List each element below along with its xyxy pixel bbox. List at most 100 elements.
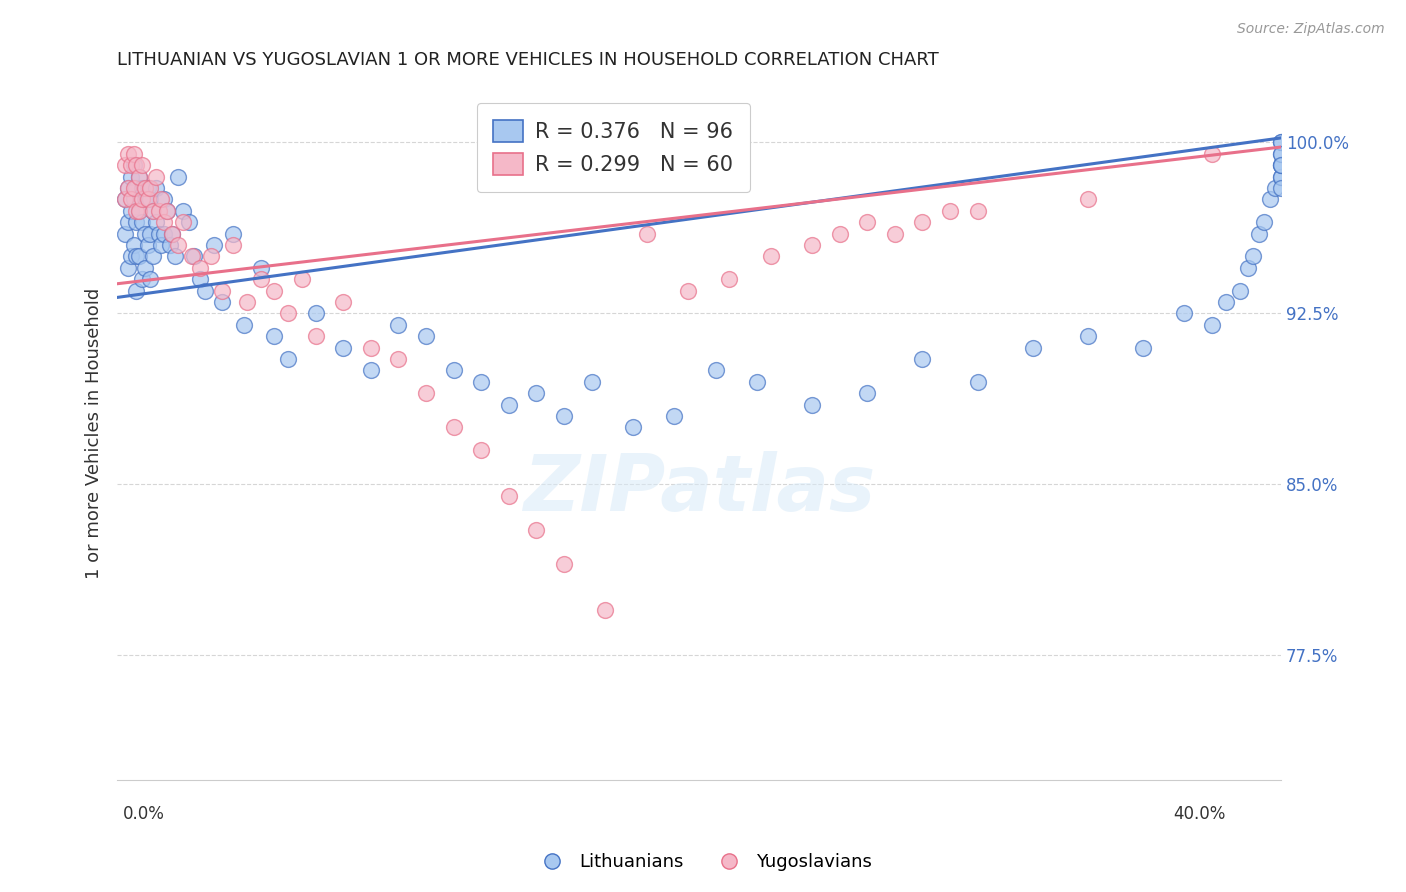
Point: [136, 238, 159, 252]
Point: [120, 169, 142, 184]
Point: [148, 203, 170, 218]
Point: [211, 284, 233, 298]
Point: [134, 181, 156, 195]
Point: [856, 215, 879, 229]
Point: [1215, 295, 1237, 310]
Point: [911, 215, 934, 229]
Point: [117, 215, 139, 229]
Point: [188, 260, 211, 275]
Legend: R = 0.376   N = 96, R = 0.299   N = 60: R = 0.376 N = 96, R = 0.299 N = 60: [477, 103, 749, 192]
Point: [801, 397, 824, 411]
Point: [1201, 147, 1223, 161]
Point: [470, 443, 492, 458]
Point: [498, 397, 520, 411]
Point: [156, 203, 179, 218]
Point: [1241, 249, 1264, 263]
Point: [443, 420, 465, 434]
Point: [263, 284, 285, 298]
Point: [263, 329, 285, 343]
Point: [188, 272, 211, 286]
Point: [305, 329, 328, 343]
Point: [828, 227, 851, 241]
Point: [415, 386, 437, 401]
Point: [1132, 341, 1154, 355]
Point: [156, 203, 179, 218]
Point: [801, 238, 824, 252]
Point: [122, 158, 145, 172]
Point: [159, 238, 181, 252]
Point: [131, 181, 153, 195]
Point: [128, 249, 150, 263]
Point: [1270, 147, 1292, 161]
Point: [114, 193, 136, 207]
Y-axis label: 1 or more Vehicles in Household: 1 or more Vehicles in Household: [86, 287, 103, 579]
Point: [122, 238, 145, 252]
Point: [131, 193, 153, 207]
Point: [718, 272, 741, 286]
Point: [387, 351, 409, 366]
Point: [125, 215, 148, 229]
Point: [183, 249, 205, 263]
Point: [1270, 169, 1292, 184]
Point: [131, 158, 153, 172]
Point: [966, 203, 988, 218]
Point: [443, 363, 465, 377]
Point: [524, 386, 547, 401]
Point: [1077, 193, 1099, 207]
Point: [1229, 284, 1251, 298]
Point: [664, 409, 686, 423]
Point: [553, 557, 575, 571]
Point: [153, 193, 176, 207]
Point: [1247, 227, 1270, 241]
Point: [125, 249, 148, 263]
Point: [222, 227, 245, 241]
Point: [120, 158, 142, 172]
Point: [125, 284, 148, 298]
Point: [595, 602, 617, 616]
Point: [636, 227, 658, 241]
Point: [1270, 147, 1292, 161]
Point: [1022, 341, 1045, 355]
Point: [142, 249, 165, 263]
Point: [172, 203, 194, 218]
Point: [162, 227, 184, 241]
Point: [581, 375, 603, 389]
Point: [1270, 158, 1292, 172]
Point: [745, 375, 768, 389]
Point: [1270, 181, 1292, 195]
Point: [165, 249, 187, 263]
Point: [114, 193, 136, 207]
Point: [1201, 318, 1223, 332]
Point: [222, 238, 245, 252]
Point: [236, 295, 259, 310]
Point: [136, 181, 159, 195]
Point: [142, 203, 165, 218]
Text: LITHUANIAN VS YUGOSLAVIAN 1 OR MORE VEHICLES IN HOUSEHOLD CORRELATION CHART: LITHUANIAN VS YUGOSLAVIAN 1 OR MORE VEHI…: [117, 51, 939, 69]
Text: 0.0%: 0.0%: [122, 805, 165, 823]
Point: [153, 227, 176, 241]
Point: [145, 181, 167, 195]
Point: [117, 181, 139, 195]
Point: [233, 318, 256, 332]
Point: [621, 420, 644, 434]
Point: [142, 203, 165, 218]
Point: [128, 169, 150, 184]
Point: [148, 227, 170, 241]
Point: [128, 203, 150, 218]
Point: [856, 386, 879, 401]
Point: [1264, 181, 1286, 195]
Point: [704, 363, 727, 377]
Text: ZIPatlas: ZIPatlas: [523, 450, 875, 526]
Point: [939, 203, 962, 218]
Legend: Lithuanians, Yugoslavians: Lithuanians, Yugoslavians: [527, 847, 879, 879]
Point: [120, 249, 142, 263]
Point: [162, 227, 184, 241]
Point: [277, 351, 299, 366]
Point: [180, 249, 202, 263]
Point: [125, 203, 148, 218]
Point: [122, 147, 145, 161]
Point: [202, 238, 225, 252]
Point: [911, 351, 934, 366]
Point: [153, 215, 176, 229]
Point: [125, 181, 148, 195]
